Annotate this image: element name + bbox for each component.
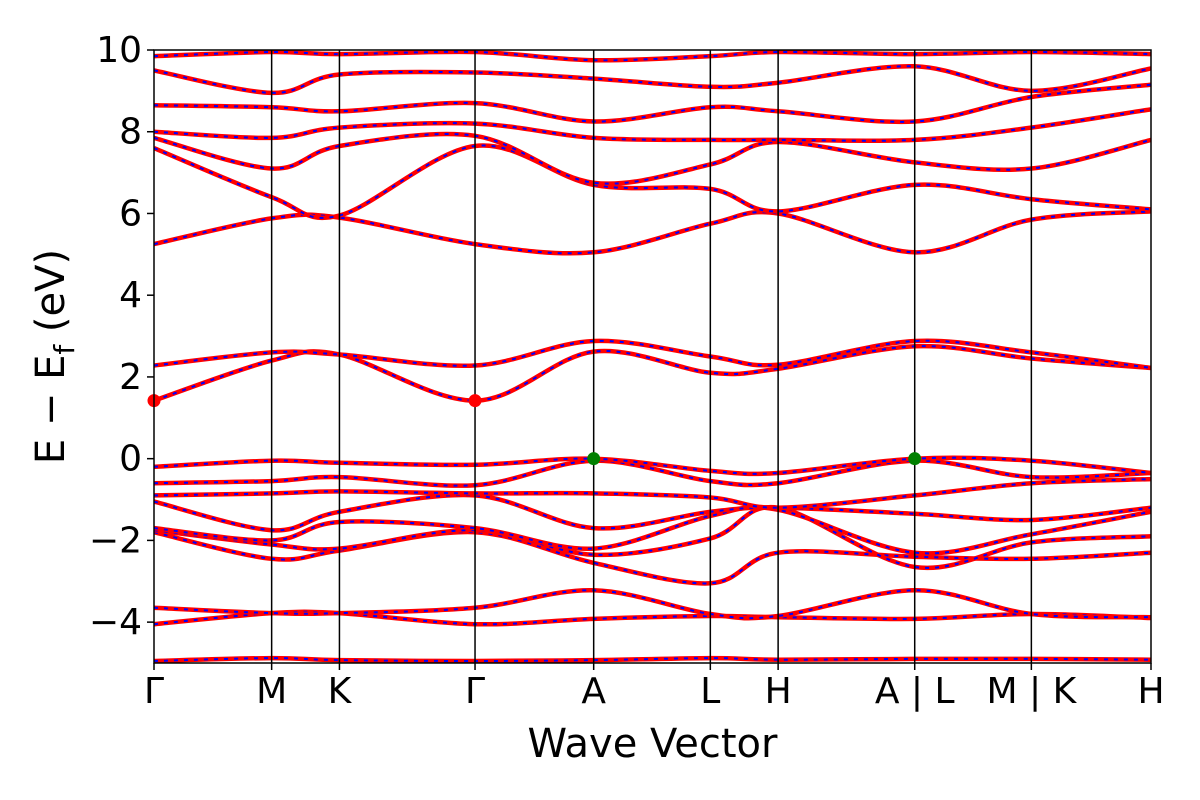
band-line-dashed-2	[154, 610, 1151, 626]
band-line-dashed-4	[154, 531, 1151, 585]
band-line-16	[154, 107, 1151, 144]
marker-point-4	[908, 452, 922, 466]
band-line-dashed-12	[154, 339, 1151, 369]
band-line-8	[154, 476, 1151, 510]
band-line-dashed-1	[154, 657, 1151, 663]
band-line-dashed-8	[154, 478, 1151, 509]
y-tick-label-1: −4	[89, 602, 142, 643]
band-line-dashed-14	[154, 144, 1151, 219]
x-tick-label-9: M | K	[987, 671, 1078, 712]
kpoint-lines-layer	[270, 50, 1033, 663]
y-tick-label-4: 2	[119, 357, 142, 398]
x-tick-label-1: Γ	[144, 671, 164, 712]
band-line-1	[154, 655, 1151, 663]
band-line-dashed-6	[154, 506, 1151, 555]
y-tick-label-8: 10	[96, 30, 142, 71]
x-tick-label-7: H	[765, 671, 792, 712]
band-line-18	[154, 64, 1151, 96]
band-line-dashed-18	[154, 65, 1151, 94]
y-tick-label-2: −2	[89, 520, 142, 561]
x-axis-title: Wave Vector	[528, 721, 779, 767]
y-axis-title-subscript: f	[48, 344, 81, 355]
x-tick-label-6: L	[700, 671, 720, 712]
band-line-dashed-19	[154, 50, 1151, 62]
y-tick-label-6: 6	[119, 193, 142, 234]
y-tick-label-5: 4	[119, 275, 142, 316]
band-line-dashed-17	[154, 83, 1151, 123]
band-line-17	[154, 82, 1151, 125]
bands-layer	[154, 50, 1151, 663]
band-line-13	[154, 209, 1151, 256]
x-tick-label-10: H	[1137, 671, 1164, 712]
band-line-dashed-9	[154, 459, 1151, 487]
x-tick-label-5: A	[581, 671, 606, 712]
band-line-14	[154, 143, 1151, 221]
plot-frame	[153, 49, 1152, 664]
y-tick-label-7: 8	[119, 112, 142, 153]
marker-point-2	[468, 394, 482, 408]
band-line-19	[154, 50, 1151, 63]
marker-point-3	[587, 452, 601, 466]
band-line-dashed-3	[154, 589, 1151, 620]
band-line-dashed-13	[154, 210, 1151, 255]
x-tick-label-2: M	[256, 671, 287, 712]
band-line-dashed-10	[154, 456, 1151, 475]
x-tick-label-3: K	[328, 671, 353, 712]
y-axis-title-unit: (eV)	[28, 249, 74, 345]
band-line-dashed-5	[154, 506, 1151, 569]
y-ticks-layer: −4 −2 0 2 4 6 8 10	[89, 30, 154, 643]
y-axis-title: E − Ef (eV)	[28, 249, 81, 464]
markers-layer	[147, 394, 922, 466]
x-tick-label-8: A | L	[875, 671, 955, 712]
y-tick-label-3: 0	[119, 439, 142, 480]
band-line-dashed-7	[154, 494, 1151, 532]
x-tick-label-4: Γ	[465, 671, 485, 712]
band-line-dashed-15	[154, 133, 1151, 185]
y-axis-title-main: E − E	[28, 355, 74, 465]
